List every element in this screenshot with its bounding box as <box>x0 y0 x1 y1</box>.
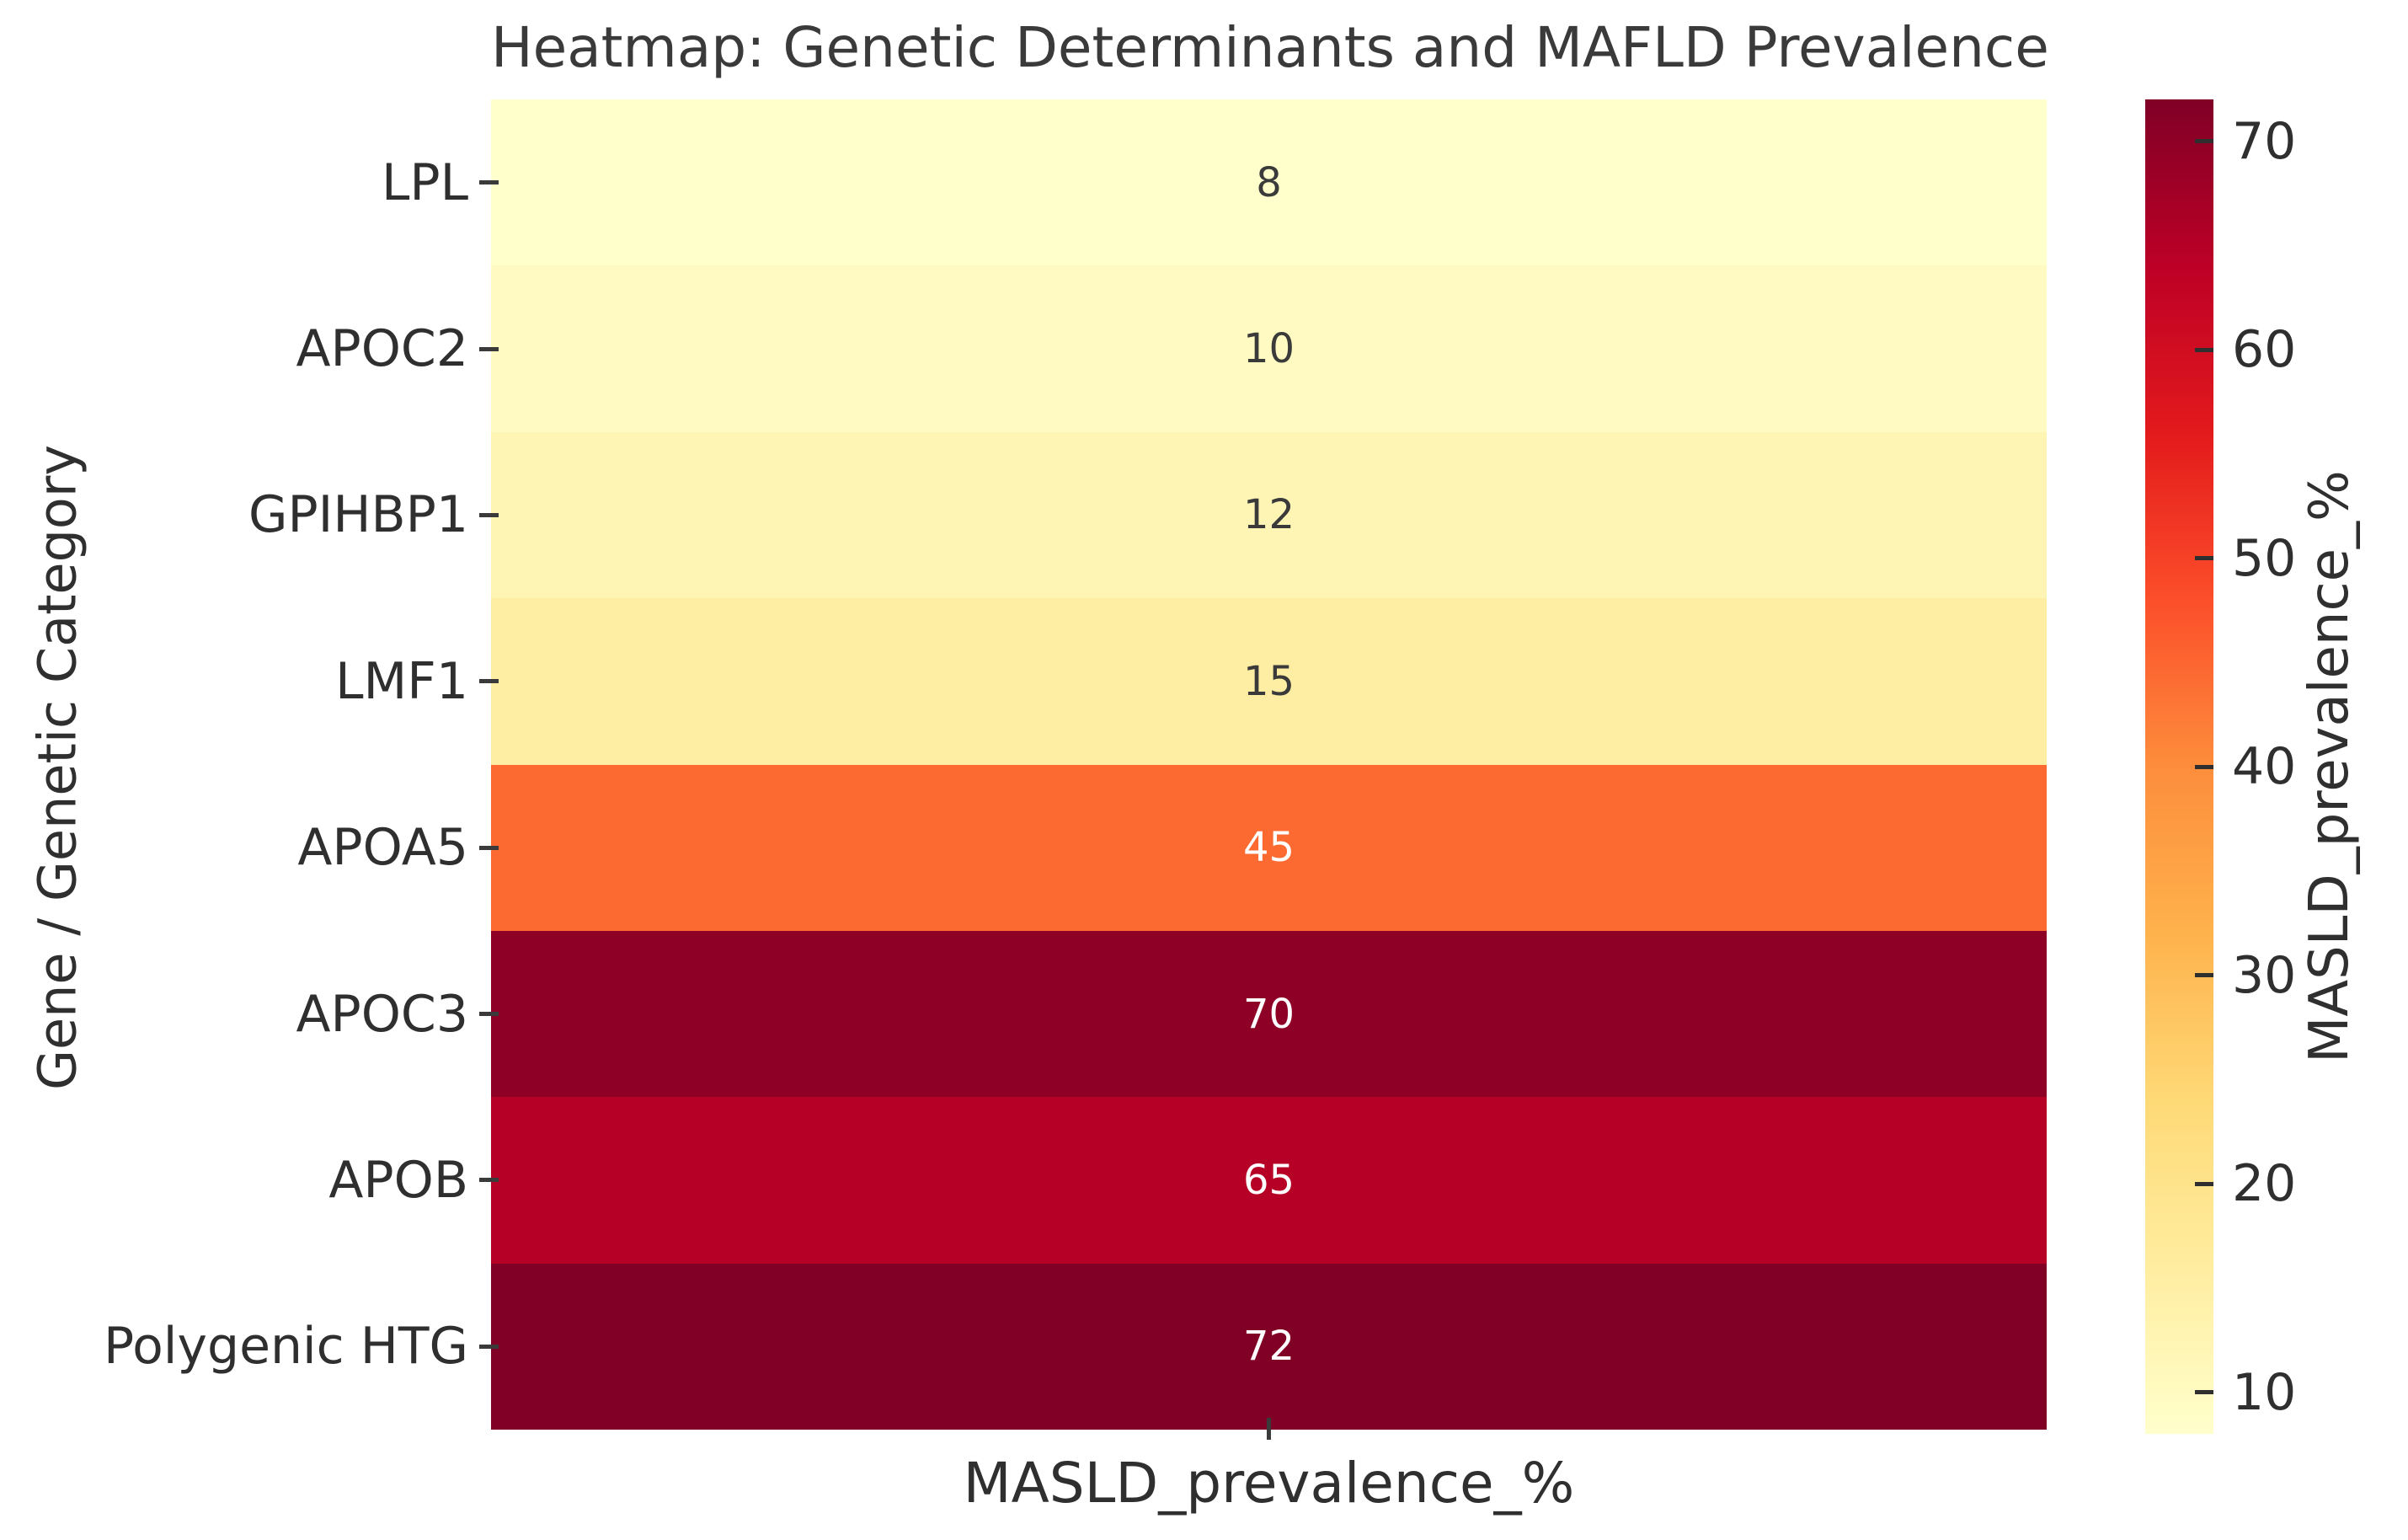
cell-value: 65 <box>1242 1156 1295 1204</box>
heatmap-row: 8 <box>491 99 2047 266</box>
y-tick-label: GPIHBP1 <box>248 485 468 545</box>
y-tick-label: APOC3 <box>296 984 468 1044</box>
colorbar-tick-mark <box>2195 1181 2213 1186</box>
chart-title: Heatmap: Genetic Determinants and MAFLD … <box>491 15 2049 80</box>
y-tick-label: LMF1 <box>335 651 468 711</box>
colorbar-tick-label: 70 <box>2232 111 2297 171</box>
cell-value: 15 <box>1242 657 1295 705</box>
colorbar-tick-mark <box>2195 764 2213 769</box>
heatmap-row: 72 <box>491 1263 2047 1430</box>
heatmap-row: 45 <box>491 764 2047 931</box>
y-tick-mark <box>479 180 499 185</box>
heatmap-row: 70 <box>491 930 2047 1098</box>
heatmap-row: 65 <box>491 1097 2047 1264</box>
y-tick-mark <box>479 346 499 351</box>
cell-value: 10 <box>1242 325 1295 373</box>
y-tick-mark <box>479 1178 499 1183</box>
colorbar-label: MASLD_prevalence_% <box>2299 470 2361 1063</box>
y-tick-mark <box>479 1012 499 1017</box>
colorbar-tick-label: 30 <box>2232 945 2297 1005</box>
cell-value: 12 <box>1242 491 1295 539</box>
colorbar-tick-mark <box>2195 556 2213 560</box>
colorbar-tick-label: 60 <box>2232 320 2297 379</box>
x-tick-mark <box>1267 1418 1271 1440</box>
colorbar-tick-label: 10 <box>2232 1362 2297 1422</box>
y-tick-mark <box>479 845 499 850</box>
colorbar-tick-label: 50 <box>2232 528 2297 588</box>
y-tick-mark <box>479 512 499 517</box>
cell-value: 8 <box>1256 158 1282 206</box>
cell-value: 70 <box>1242 990 1295 1038</box>
colorbar-tick-label: 20 <box>2232 1154 2297 1213</box>
colorbar-tick-mark <box>2195 1390 2213 1394</box>
y-tick-label: APOC2 <box>296 319 468 379</box>
y-tick-label: APOB <box>328 1150 468 1210</box>
cell-value: 45 <box>1242 824 1295 872</box>
y-tick-label: APOA5 <box>297 818 468 878</box>
colorbar-tick-mark <box>2195 973 2213 977</box>
y-tick-mark <box>479 679 499 684</box>
heatmap-row: 15 <box>491 598 2047 765</box>
y-tick-label: LPL <box>381 152 468 212</box>
cell-value: 72 <box>1242 1323 1295 1371</box>
colorbar-tick-label: 40 <box>2232 737 2297 796</box>
x-axis-label: MASLD_prevalence_% <box>963 1451 1575 1516</box>
y-tick-label: Polygenic HTG <box>104 1317 468 1377</box>
y-tick-mark <box>479 1344 499 1349</box>
heatmap-row: 12 <box>491 431 2047 599</box>
heatmap-row: 10 <box>491 265 2047 432</box>
colorbar-tick-mark <box>2195 347 2213 352</box>
heatmap-plot-area: 8 10 12 15 45 70 65 72 <box>491 99 2047 1430</box>
colorbar-tick-mark <box>2195 139 2213 143</box>
